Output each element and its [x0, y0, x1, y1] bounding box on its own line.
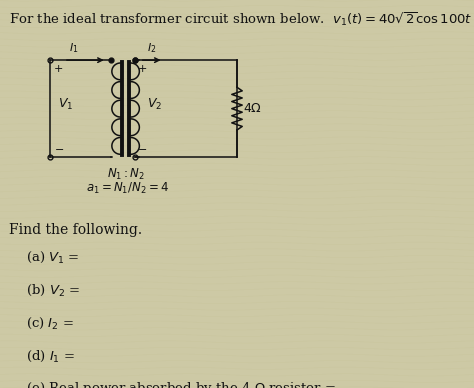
Text: $I_1$: $I_1$	[69, 42, 78, 55]
Text: $4\Omega$: $4\Omega$	[243, 102, 262, 115]
Text: $V_1$: $V_1$	[58, 97, 73, 112]
Text: $V_2$: $V_2$	[147, 97, 162, 112]
Text: (b) $V_2$ =: (b) $V_2$ =	[26, 283, 80, 298]
Text: +: +	[54, 64, 63, 74]
Text: Find the following.: Find the following.	[9, 223, 143, 237]
Text: $I_2$: $I_2$	[147, 42, 156, 55]
Text: $-$: $-$	[137, 143, 147, 153]
Text: (c) $I_2$ =: (c) $I_2$ =	[26, 316, 74, 331]
Text: (e) Real power absorbed by the 4-$\Omega$ resistor =: (e) Real power absorbed by the 4-$\Omega…	[26, 380, 336, 388]
Text: $-$: $-$	[54, 143, 64, 153]
Text: (a) $V_1$ =: (a) $V_1$ =	[26, 250, 80, 265]
Text: +: +	[137, 64, 147, 74]
Text: $N_1 : N_2$: $N_1 : N_2$	[107, 167, 145, 182]
Text: (d) $I_1$ =: (d) $I_1$ =	[26, 349, 75, 364]
Text: For the ideal transformer circuit shown below.  $v_1(t) = 40\sqrt{2}\cos 100t$ .: For the ideal transformer circuit shown …	[9, 10, 474, 28]
Text: $a_1 = N_1/N_2 = 4$: $a_1 = N_1/N_2 = 4$	[86, 180, 170, 196]
